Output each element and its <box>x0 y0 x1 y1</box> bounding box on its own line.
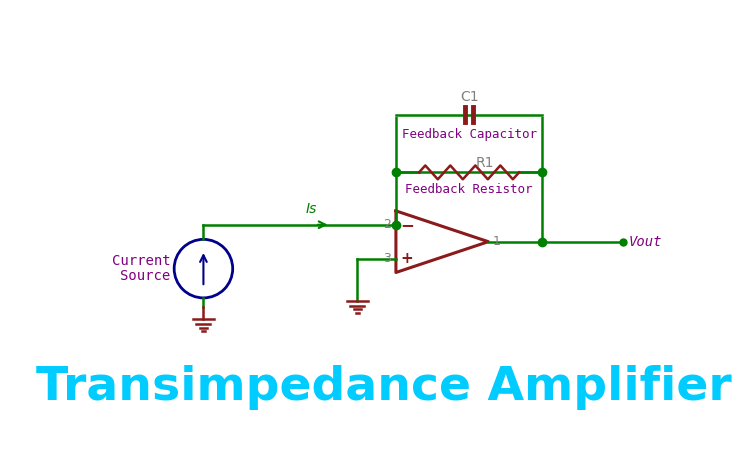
Text: Current: Current <box>112 254 170 268</box>
Text: 2: 2 <box>383 218 392 231</box>
Text: 1: 1 <box>493 235 501 248</box>
Text: Transimpedance Amplifier: Transimpedance Amplifier <box>37 365 732 410</box>
Text: Vout: Vout <box>628 235 662 249</box>
Text: R1: R1 <box>476 156 494 170</box>
Text: Source: Source <box>120 269 170 283</box>
Text: Feedback Resistor: Feedback Resistor <box>405 183 532 196</box>
Text: −: − <box>400 216 414 234</box>
Text: Feedback Capacitor: Feedback Capacitor <box>401 128 536 142</box>
Text: C1: C1 <box>460 90 478 104</box>
Text: +: + <box>400 251 413 266</box>
Text: 3: 3 <box>383 252 392 265</box>
Text: Is: Is <box>305 202 317 216</box>
